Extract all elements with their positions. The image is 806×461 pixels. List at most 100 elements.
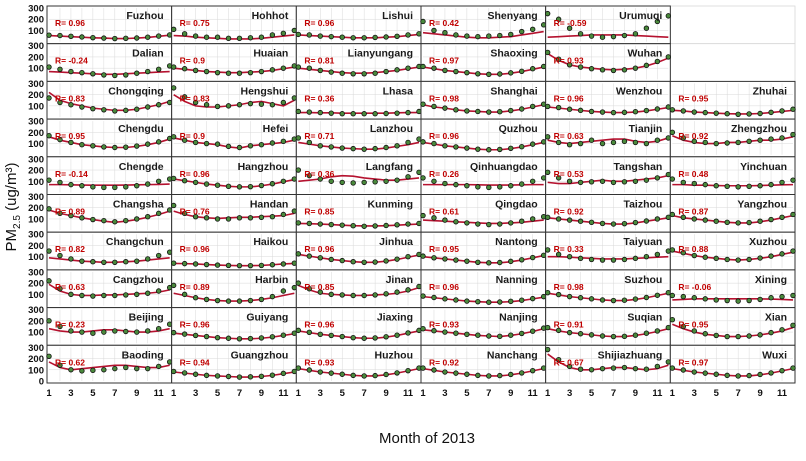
obs-point — [622, 139, 627, 144]
obs-point — [681, 368, 686, 373]
obs-point — [758, 219, 763, 224]
obs-point — [644, 367, 649, 372]
obs-point — [134, 107, 139, 112]
obs-point — [384, 223, 389, 228]
obs-point — [182, 66, 187, 71]
obs-point — [578, 219, 583, 224]
obs-point — [259, 35, 264, 40]
obs-point — [644, 254, 649, 259]
obs-point — [113, 366, 118, 371]
obs-point — [373, 71, 378, 76]
r-value-label: R= 0.89 — [180, 282, 210, 292]
obs-point — [406, 66, 411, 71]
x-tick-label: 5 — [464, 388, 470, 399]
obs-point — [226, 336, 231, 341]
obs-point — [134, 144, 139, 149]
obs-point — [454, 69, 459, 74]
obs-point — [476, 260, 481, 265]
obs-point — [530, 255, 535, 260]
obs-point — [747, 220, 752, 225]
obs-point — [145, 35, 150, 40]
obs-point — [406, 110, 411, 115]
obs-point — [519, 29, 524, 34]
city-label: Suqian — [627, 312, 662, 324]
obs-point — [134, 330, 139, 335]
obs-point — [476, 222, 481, 227]
r-value-label: R= 0.91 — [554, 320, 584, 330]
obs-point — [406, 33, 411, 38]
r-value-label: R= 0.96 — [304, 320, 334, 330]
r-value-label: R= 0.63 — [554, 131, 584, 141]
obs-point — [465, 372, 470, 377]
x-tick-label: 11 — [403, 388, 414, 399]
city-label: Hengshui — [240, 85, 288, 97]
obs-point — [791, 366, 796, 371]
obs-point — [714, 183, 719, 188]
obs-point — [113, 145, 118, 150]
obs-point — [171, 65, 176, 70]
obs-point — [145, 366, 150, 371]
obs-point — [395, 144, 400, 149]
obs-point — [622, 110, 627, 115]
obs-point — [384, 145, 389, 150]
obs-point — [769, 371, 774, 376]
obs-point — [145, 257, 150, 262]
obs-point — [633, 297, 638, 302]
obs-point — [296, 281, 301, 286]
obs-point — [622, 68, 627, 73]
obs-point — [351, 223, 356, 228]
obs-point — [134, 259, 139, 264]
obs-point — [47, 178, 52, 183]
x-tick-label: 1 — [296, 388, 302, 399]
obs-point — [113, 36, 118, 41]
r-value-label: R= 0.95 — [678, 320, 708, 330]
obs-point — [556, 217, 561, 222]
obs-point — [134, 292, 139, 297]
obs-point — [487, 261, 492, 266]
r-value-label: R= 0.93 — [429, 320, 459, 330]
obs-point — [725, 220, 730, 225]
r-value-label: R= 0.48 — [678, 169, 708, 179]
obs-point — [497, 185, 502, 190]
obs-point — [134, 217, 139, 222]
obs-point — [156, 211, 161, 216]
city-label: Lianyungang — [348, 48, 413, 60]
obs-point — [362, 260, 367, 265]
obs-point — [487, 147, 492, 152]
obs-point — [530, 329, 535, 334]
obs-point — [373, 260, 378, 265]
obs-point — [296, 366, 301, 371]
obs-point — [91, 144, 96, 149]
obs-point — [633, 220, 638, 225]
city-label: Qingdao — [495, 199, 538, 211]
obs-point — [270, 141, 275, 146]
obs-point — [600, 298, 605, 303]
obs-point — [714, 333, 719, 338]
r-value-label: R= 0.76 — [180, 207, 210, 217]
obs-point — [193, 372, 198, 377]
obs-point — [373, 146, 378, 151]
obs-point — [204, 141, 209, 146]
obs-point — [395, 68, 400, 73]
obs-point — [351, 335, 356, 340]
obs-point — [725, 373, 730, 378]
obs-point — [80, 330, 85, 335]
obs-point — [102, 185, 107, 190]
obs-point — [329, 70, 334, 75]
obs-point — [633, 32, 638, 37]
obs-point — [600, 110, 605, 115]
obs-point — [589, 109, 594, 114]
y-tick-label: 300 — [28, 79, 44, 90]
obs-point — [171, 203, 176, 208]
obs-point — [725, 334, 730, 339]
obs-point — [145, 329, 150, 334]
obs-point — [545, 50, 550, 55]
model-line-lhasa — [298, 113, 419, 114]
obs-point — [318, 255, 323, 260]
